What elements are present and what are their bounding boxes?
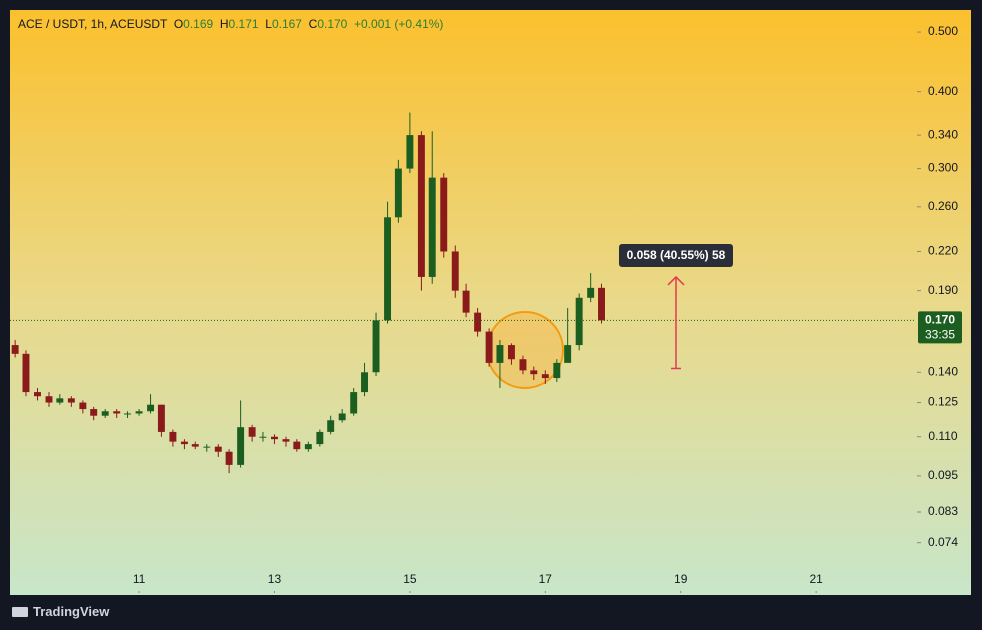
close-value: 0.170 (317, 17, 348, 31)
candle-body (237, 427, 245, 465)
candle-body (316, 431, 324, 445)
y-tick-label: 0.260 (928, 199, 958, 213)
candle-body (474, 312, 482, 332)
candle-body (564, 345, 572, 363)
candle-body (394, 168, 402, 218)
candle-body (587, 287, 595, 298)
candle-body (440, 177, 448, 252)
candle-body (271, 436, 278, 440)
candle-body (191, 444, 199, 447)
candle-body (417, 135, 425, 277)
y-tick-label: 0.125 (928, 395, 958, 409)
candle-body (304, 444, 312, 450)
candle-body (180, 441, 188, 445)
y-tick-label: 0.340 (928, 127, 958, 141)
brand[interactable]: TradingView (33, 604, 110, 619)
y-tick-label: 0.095 (928, 468, 958, 482)
candle-body (372, 320, 380, 373)
y-tick-label: 0.300 (928, 161, 958, 175)
candle-body (293, 441, 301, 450)
candle-body (147, 404, 155, 412)
candle-body (496, 345, 504, 363)
y-tick-label: 0.220 (928, 244, 958, 258)
candle-body (11, 345, 19, 354)
change: +0.001 (+0.41%) (354, 17, 444, 31)
candle-body (598, 287, 605, 321)
candle-body (259, 436, 267, 438)
candle-body (530, 370, 538, 375)
candle-body (56, 398, 64, 403)
candle-body (169, 431, 177, 442)
symbol: ACE / USDT, 1h, ACEUSDT (18, 17, 168, 31)
measure-arrowhead (667, 275, 685, 286)
candle-body (22, 353, 30, 393)
open-value: 0.169 (183, 17, 214, 31)
high-value: 0.171 (228, 17, 259, 31)
candle-body (327, 420, 335, 432)
candle-body (135, 411, 143, 414)
measure-box (618, 243, 733, 267)
last-price-label: 0.170 (925, 313, 955, 327)
close-label: C (308, 17, 318, 31)
candle-body (462, 290, 470, 313)
logo (12, 607, 28, 617)
candle-body (384, 217, 392, 321)
candle-body (575, 297, 583, 346)
candle-body (225, 451, 233, 465)
y-tick-label: 0.074 (928, 535, 958, 549)
y-tick-label: 0.110 (928, 429, 957, 443)
measure-label: 0.058 (40.55%) 58 (627, 248, 726, 262)
y-tick-label: 0.400 (928, 84, 958, 98)
candle-body (350, 392, 358, 414)
candle-body (101, 411, 109, 416)
candle-body (507, 345, 515, 360)
candle-body (541, 374, 549, 379)
candle-body (519, 359, 527, 371)
symbol-header: ACE / USDT, 1h, ACEUSDT O0.169 H0.171 L0… (18, 17, 443, 31)
y-tick-label: 0.500 (928, 24, 958, 38)
candle-body (124, 413, 132, 415)
candle-body (113, 411, 121, 414)
candle-body (485, 331, 493, 363)
countdown: 33:35 (925, 328, 955, 342)
plot-background (10, 10, 971, 595)
candle-body (282, 439, 290, 442)
candle-body (428, 177, 436, 277)
candle-body (361, 372, 368, 393)
open-label: O (173, 17, 184, 31)
candle-body (248, 427, 256, 437)
last-price-box (918, 311, 962, 344)
candle-body (203, 446, 211, 448)
candle-body (157, 404, 165, 432)
candle-body (451, 251, 459, 291)
candle-body (45, 396, 53, 403)
candle-body (79, 402, 87, 410)
y-tick-label: 0.140 (928, 364, 958, 378)
candle-body (214, 446, 222, 452)
x-tick-label: 17 (539, 572, 553, 586)
candle-body (406, 135, 414, 169)
x-tick-label: 19 (674, 572, 688, 586)
low-label: L (265, 17, 272, 31)
candle-body (553, 362, 561, 379)
y-tick-label: 0.083 (928, 504, 958, 518)
candle-body (67, 398, 75, 403)
candle-body (90, 409, 98, 416)
candle-body (338, 413, 346, 421)
candle-body (34, 392, 41, 397)
y-tick-label: 0.190 (928, 283, 958, 297)
low-value: 0.167 (271, 17, 302, 31)
x-tick-label: 15 (403, 572, 417, 586)
footer: TradingView (12, 604, 109, 619)
high-label: H (219, 17, 229, 31)
x-tick-label: 21 (809, 572, 823, 586)
x-tick-label: 11 (133, 572, 146, 586)
x-tick-label: 13 (268, 572, 282, 586)
